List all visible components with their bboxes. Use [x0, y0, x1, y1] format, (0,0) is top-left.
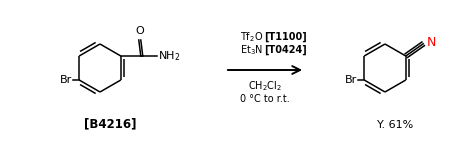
Text: N: N	[426, 36, 435, 49]
Text: [B4216]: [B4216]	[84, 117, 136, 130]
Text: Br: Br	[60, 75, 72, 85]
Text: CH$_2$Cl$_2$: CH$_2$Cl$_2$	[248, 79, 281, 93]
Text: Br: Br	[344, 75, 356, 85]
Text: Et$_3$N: Et$_3$N	[239, 43, 263, 57]
Text: Y. 61%: Y. 61%	[376, 120, 412, 130]
Text: NH$_2$: NH$_2$	[157, 49, 180, 63]
Text: O: O	[135, 26, 144, 36]
Text: Tf$_2$O: Tf$_2$O	[240, 30, 263, 44]
Text: [T0424]: [T0424]	[263, 45, 306, 55]
Text: 0 °C to r.t.: 0 °C to r.t.	[240, 94, 289, 104]
Text: [T1100]: [T1100]	[263, 32, 306, 42]
